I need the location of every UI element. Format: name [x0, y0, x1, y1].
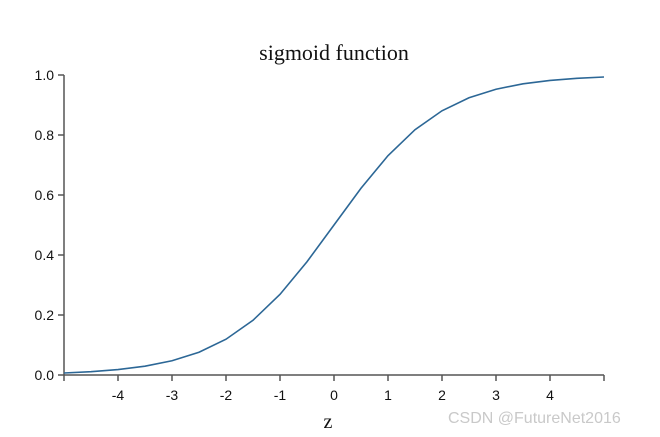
plot-area: 0.0 0.2 0.4 0.6 0.8 1.0 -4 -3 -2 -1 0 1 2 3 4	[35, 67, 605, 403]
x-tick-label: 4	[546, 387, 554, 403]
sigmoid-curve	[63, 76, 605, 374]
y-tick-label: 0.6	[35, 187, 55, 203]
x-tick-label: 2	[438, 387, 446, 403]
x-tick-label: -1	[274, 387, 287, 403]
watermark: CSDN @FutureNet2016	[448, 410, 621, 427]
y-tick-label: 0.4	[35, 247, 55, 263]
x-tick-label: 0	[330, 387, 338, 403]
y-tick-label: 0.2	[35, 307, 55, 323]
x-tick-label: -4	[112, 387, 125, 403]
x-tick-label: -2	[220, 387, 233, 403]
y-tick-label: 0.0	[35, 367, 55, 383]
y-tick-label: 0.8	[35, 127, 55, 143]
x-tick-label: 1	[384, 387, 392, 403]
x-axis-label: z	[324, 411, 333, 433]
chart-title: sigmoid function	[259, 40, 409, 65]
x-tick-label: -3	[166, 387, 179, 403]
x-tick-label: 3	[492, 387, 500, 403]
y-tick-label: 1.0	[35, 67, 55, 83]
